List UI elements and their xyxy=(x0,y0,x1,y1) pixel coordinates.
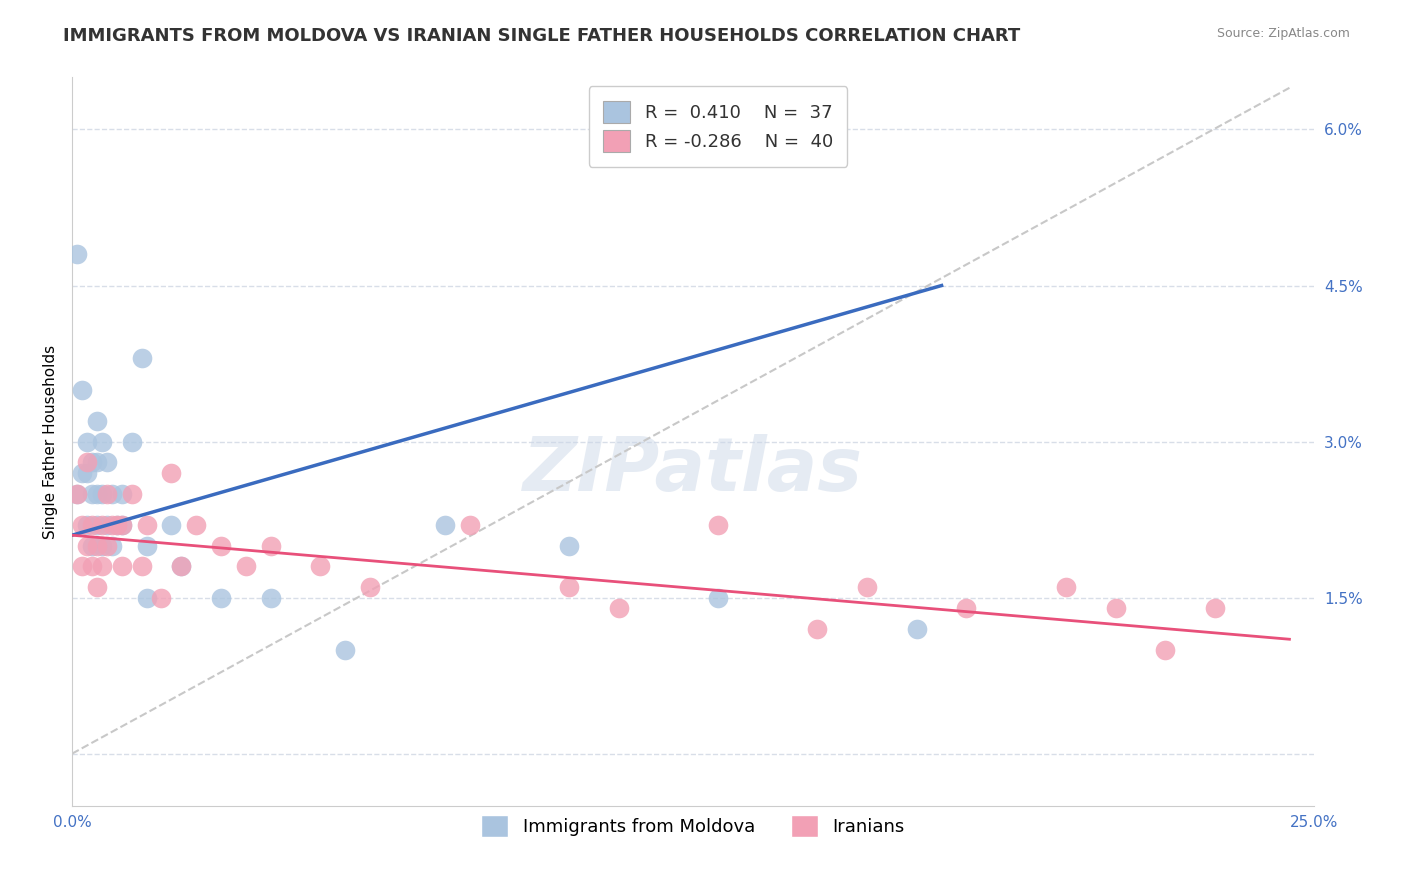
Point xyxy=(955,601,977,615)
Point xyxy=(80,486,103,500)
Point xyxy=(76,434,98,449)
Y-axis label: Single Father Households: Single Father Households xyxy=(44,344,58,539)
Point xyxy=(309,559,332,574)
Point xyxy=(905,622,928,636)
Point xyxy=(170,559,193,574)
Point xyxy=(209,539,232,553)
Point xyxy=(135,517,157,532)
Point xyxy=(160,517,183,532)
Legend: Immigrants from Moldova, Iranians: Immigrants from Moldova, Iranians xyxy=(474,807,912,844)
Point xyxy=(86,580,108,594)
Point xyxy=(105,517,128,532)
Point xyxy=(96,517,118,532)
Text: ZIPatlas: ZIPatlas xyxy=(523,434,863,508)
Point xyxy=(100,539,122,553)
Point xyxy=(86,486,108,500)
Point xyxy=(111,517,134,532)
Text: IMMIGRANTS FROM MOLDOVA VS IRANIAN SINGLE FATHER HOUSEHOLDS CORRELATION CHART: IMMIGRANTS FROM MOLDOVA VS IRANIAN SINGL… xyxy=(63,27,1021,45)
Point xyxy=(90,486,112,500)
Point xyxy=(76,455,98,469)
Point xyxy=(111,559,134,574)
Text: Source: ZipAtlas.com: Source: ZipAtlas.com xyxy=(1216,27,1350,40)
Point xyxy=(96,455,118,469)
Point xyxy=(90,559,112,574)
Point xyxy=(70,559,93,574)
Point xyxy=(121,434,143,449)
Point xyxy=(433,517,456,532)
Point xyxy=(80,517,103,532)
Point xyxy=(558,539,581,553)
Point xyxy=(135,539,157,553)
Point xyxy=(80,559,103,574)
Point xyxy=(66,486,89,500)
Point xyxy=(70,466,93,480)
Point xyxy=(76,466,98,480)
Point xyxy=(80,455,103,469)
Point xyxy=(96,539,118,553)
Point xyxy=(90,539,112,553)
Point xyxy=(86,539,108,553)
Point xyxy=(558,580,581,594)
Point xyxy=(1054,580,1077,594)
Point xyxy=(111,486,134,500)
Point xyxy=(856,580,879,594)
Point xyxy=(150,591,173,605)
Point xyxy=(66,247,89,261)
Point xyxy=(100,517,122,532)
Point xyxy=(66,486,89,500)
Point xyxy=(458,517,481,532)
Point xyxy=(76,517,98,532)
Point xyxy=(76,539,98,553)
Point xyxy=(70,517,93,532)
Point xyxy=(100,486,122,500)
Point xyxy=(1104,601,1126,615)
Point xyxy=(80,539,103,553)
Point xyxy=(1204,601,1226,615)
Point xyxy=(86,517,108,532)
Point xyxy=(260,591,283,605)
Point xyxy=(111,517,134,532)
Point xyxy=(260,539,283,553)
Point xyxy=(186,517,208,532)
Point xyxy=(359,580,381,594)
Point xyxy=(90,434,112,449)
Point xyxy=(1154,642,1177,657)
Point xyxy=(160,466,183,480)
Point xyxy=(170,559,193,574)
Point xyxy=(131,351,153,366)
Point xyxy=(607,601,630,615)
Point xyxy=(335,642,357,657)
Point xyxy=(96,486,118,500)
Point xyxy=(86,455,108,469)
Point xyxy=(105,517,128,532)
Point xyxy=(86,414,108,428)
Point xyxy=(70,383,93,397)
Point xyxy=(707,591,730,605)
Point xyxy=(707,517,730,532)
Point xyxy=(135,591,157,605)
Point xyxy=(121,486,143,500)
Point xyxy=(90,517,112,532)
Point xyxy=(806,622,828,636)
Point xyxy=(209,591,232,605)
Point xyxy=(235,559,257,574)
Point xyxy=(131,559,153,574)
